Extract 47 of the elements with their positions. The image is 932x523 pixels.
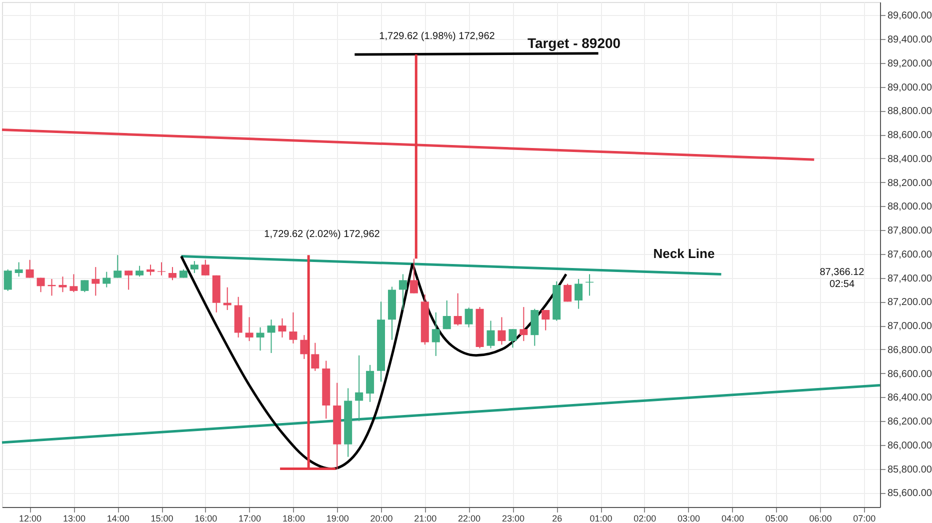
x-tick-label: 06:00 — [809, 514, 832, 523]
annotation: Neck Line — [653, 246, 715, 261]
y-tick-label: 86,000.00 — [888, 440, 932, 452]
x-tick-label: 26 — [552, 514, 562, 523]
x-tick-label: 17:00 — [238, 514, 262, 523]
x-tick-label: 07:00 — [853, 514, 876, 523]
x-tick-label: 16:00 — [194, 514, 218, 523]
x-tick-label: 19:00 — [326, 514, 349, 523]
annotation: 87,366.12 — [820, 267, 865, 278]
y-tick-label: 86,400.00 — [888, 392, 932, 404]
y-tick-label: 86,200.00 — [888, 416, 932, 428]
x-tick-label: 12:00 — [19, 514, 42, 523]
x-tick-label: 05:00 — [765, 514, 788, 523]
y-tick-label: 88,400.00 — [888, 154, 932, 165]
annotation: Target - 89200 — [527, 35, 621, 51]
y-tick-label: 87,800.00 — [888, 226, 932, 237]
annotation: 02:54 — [829, 279, 855, 290]
x-tick-label: 14:00 — [106, 514, 130, 523]
y-tick-label: 89,000.00 — [888, 82, 932, 94]
y-tick-label: 87,400.00 — [888, 273, 932, 284]
x-tick-label: 22:00 — [458, 514, 481, 523]
x-tick-label: 18:00 — [282, 514, 305, 523]
y-tick-label: 89,600.00 — [888, 10, 932, 22]
y-tick-label: 87,200.00 — [888, 297, 932, 308]
y-tick-label: 88,000.00 — [888, 202, 932, 213]
y-tick-label: 89,400.00 — [888, 34, 932, 46]
x-tick-label: 20:00 — [370, 514, 393, 523]
y-tick-label: 85,800.00 — [888, 464, 932, 476]
x-tick-label: 23:00 — [502, 514, 524, 523]
x-tick-label: 21:00 — [414, 514, 437, 523]
y-tick-label: 88,600.00 — [888, 130, 932, 142]
y-tick-label: 85,600.00 — [888, 488, 932, 500]
x-tick-label: 01:00 — [590, 514, 612, 523]
x-tick-label: 13:00 — [62, 514, 86, 523]
y-tick-label: 86,600.00 — [888, 368, 932, 380]
x-tick-label: 02:00 — [634, 514, 656, 523]
y-tick-label: 87,000.00 — [888, 321, 932, 332]
y-tick-label: 88,800.00 — [888, 106, 932, 118]
y-tick-label: 89,200.00 — [888, 58, 932, 70]
annotation: 1,729.62 (1.98%) 172,962 — [379, 31, 496, 42]
x-tick-label: 04:00 — [721, 514, 744, 523]
y-tick-label: 87,600.00 — [888, 249, 932, 260]
x-tick-label: 15:00 — [150, 514, 174, 523]
y-tick-label: 88,200.00 — [888, 178, 932, 189]
x-tick-label: 03:00 — [678, 514, 700, 523]
y-tick-label: 86,800.00 — [888, 344, 932, 356]
annotation: 1,729.62 (2.02%) 172,962 — [264, 229, 380, 240]
